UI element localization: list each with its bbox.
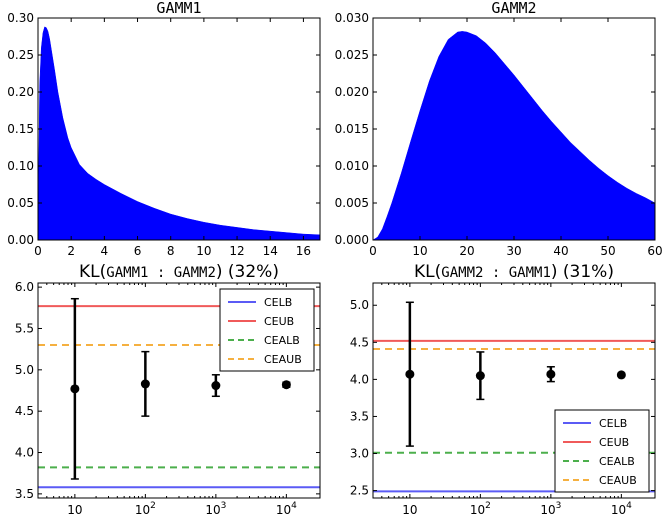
density1-xtick-label: 10 bbox=[196, 244, 211, 258]
density-area-gamm2 bbox=[372, 31, 656, 241]
tick-base: 10 bbox=[67, 503, 82, 517]
density1-xtick-label: 16 bbox=[296, 244, 311, 258]
density2-ytick-label: 0.015 bbox=[335, 122, 369, 136]
legend-2: CELB CEUB CEALB CEAUB bbox=[554, 409, 650, 493]
density1-xtick-label: 8 bbox=[167, 244, 175, 258]
density1-ytick-label: 0.30 bbox=[7, 11, 34, 25]
density2-ytick-label: 0.005 bbox=[335, 196, 369, 210]
density2-xtick-label: 10 bbox=[412, 244, 427, 258]
kl1-ytick-label: 6.0 bbox=[15, 280, 34, 294]
kl2-ytick-label: 4.5 bbox=[350, 335, 369, 349]
kl2-xtick-label: 102 bbox=[470, 501, 491, 517]
tick-base: 10 bbox=[470, 503, 485, 517]
density1-ytick-label: 0.00 bbox=[7, 233, 34, 247]
kl2-xtick-label: 103 bbox=[540, 501, 561, 517]
kl2-xtick-label: 10 bbox=[402, 503, 417, 517]
density2-ytick-label: 0.010 bbox=[335, 159, 369, 173]
tick-base: 10 bbox=[611, 503, 626, 517]
tick-base: 10 bbox=[205, 503, 220, 517]
legend-label-ceaub: CEAUB bbox=[264, 353, 302, 366]
kl1-xtick-label: 103 bbox=[205, 501, 226, 517]
density2-ytick-label: 0.025 bbox=[335, 48, 369, 62]
title-suffix: ) (31%) bbox=[551, 262, 614, 282]
density2-ytick-label: 0.000 bbox=[335, 233, 369, 247]
title-suffix: ) (32%) bbox=[216, 262, 279, 282]
kl2-ytick-label: 4.0 bbox=[350, 372, 369, 386]
density2-xtick-label: 20 bbox=[459, 244, 474, 258]
legend-label-ceub: CEUB bbox=[264, 315, 294, 328]
density1-ytick-label: 0.10 bbox=[7, 159, 34, 173]
tick-exponent: 2 bbox=[485, 501, 491, 511]
mean-point bbox=[211, 381, 221, 391]
mean-point bbox=[140, 379, 150, 389]
kl2-ytick-label: 5.0 bbox=[350, 298, 369, 312]
mean-point bbox=[70, 384, 80, 394]
chart-title-1: GAMM1 bbox=[156, 0, 201, 17]
density2-xtick-label: 40 bbox=[553, 244, 568, 258]
mean-point bbox=[405, 369, 415, 379]
density-area-gamm1 bbox=[37, 26, 321, 241]
density2-xtick-label: 30 bbox=[506, 244, 521, 258]
kl1-ytick-label: 4.5 bbox=[15, 404, 34, 418]
density1-xtick-label: 6 bbox=[134, 244, 142, 258]
tick-exponent: 4 bbox=[626, 501, 632, 511]
tick-exponent: 3 bbox=[556, 501, 562, 511]
kl1-xtick-label: 104 bbox=[276, 501, 297, 517]
density1-xtick-label: 14 bbox=[263, 244, 278, 258]
tick-exponent: 4 bbox=[291, 501, 297, 511]
title-prefix: KL( bbox=[414, 262, 441, 282]
kl2-xtick-label: 104 bbox=[611, 501, 632, 517]
kl1-ytick-label: 5.0 bbox=[15, 363, 34, 377]
legend-label-ceub: CEUB bbox=[599, 436, 629, 449]
mean-point bbox=[475, 371, 485, 381]
tick-base: 10 bbox=[540, 503, 555, 517]
density1-ytick-label: 0.25 bbox=[7, 48, 34, 62]
kl2-ytick-label: 3.0 bbox=[350, 447, 369, 461]
density1-xtick-label: 0 bbox=[34, 244, 42, 258]
chart-title-3: KL(GAMM1 : GAMM2) (32%) bbox=[79, 262, 279, 282]
kl1-ytick-label: 5.5 bbox=[15, 321, 34, 335]
mean-point bbox=[616, 370, 626, 380]
density2-xtick-label: 0 bbox=[369, 244, 377, 258]
density1-xtick-label: 12 bbox=[229, 244, 244, 258]
legend-1: CELB CEUB CEALB CEAUB bbox=[219, 288, 315, 372]
density1-xtick-label: 2 bbox=[67, 244, 75, 258]
legend-label-cealb: CEALB bbox=[264, 334, 300, 347]
density1-ytick-label: 0.15 bbox=[7, 122, 34, 136]
legend-label-cealb: CEALB bbox=[599, 455, 635, 468]
kl2-ytick-label: 2.5 bbox=[350, 484, 369, 498]
density2-ytick-label: 0.020 bbox=[335, 85, 369, 99]
tick-base: 10 bbox=[135, 503, 150, 517]
legend-label-celb: CELB bbox=[264, 296, 292, 309]
density2-ytick-label: 0.030 bbox=[335, 11, 369, 25]
kl1-xtick-label: 10 bbox=[67, 503, 82, 517]
density1-xtick-label: 4 bbox=[101, 244, 109, 258]
legend-label-ceaub: CEAUB bbox=[599, 474, 637, 487]
tick-base: 10 bbox=[402, 503, 417, 517]
mean-point bbox=[546, 369, 556, 379]
kl1-ytick-label: 4.0 bbox=[15, 446, 34, 460]
tick-exponent: 2 bbox=[150, 501, 156, 511]
title-mono: GAMM2 : GAMM1 bbox=[441, 265, 551, 281]
tick-base: 10 bbox=[276, 503, 291, 517]
chart-title-4: KL(GAMM2 : GAMM1) (31%) bbox=[414, 262, 614, 282]
density1-ytick-label: 0.20 bbox=[7, 85, 34, 99]
kl2-ytick-label: 3.5 bbox=[350, 409, 369, 423]
title-prefix: KL( bbox=[79, 262, 106, 282]
density1-ytick-label: 0.05 bbox=[7, 196, 34, 210]
tick-exponent: 3 bbox=[221, 501, 227, 511]
density2-xtick-label: 60 bbox=[647, 244, 662, 258]
mean-point bbox=[281, 380, 291, 390]
density2-xtick-label: 50 bbox=[600, 244, 615, 258]
legend-label-celb: CELB bbox=[599, 417, 627, 430]
chart-title-2: GAMM2 bbox=[491, 0, 536, 17]
title-mono: GAMM1 : GAMM2 bbox=[106, 265, 216, 281]
kl1-xtick-label: 102 bbox=[135, 501, 156, 517]
kl1-ytick-label: 3.5 bbox=[15, 487, 34, 501]
